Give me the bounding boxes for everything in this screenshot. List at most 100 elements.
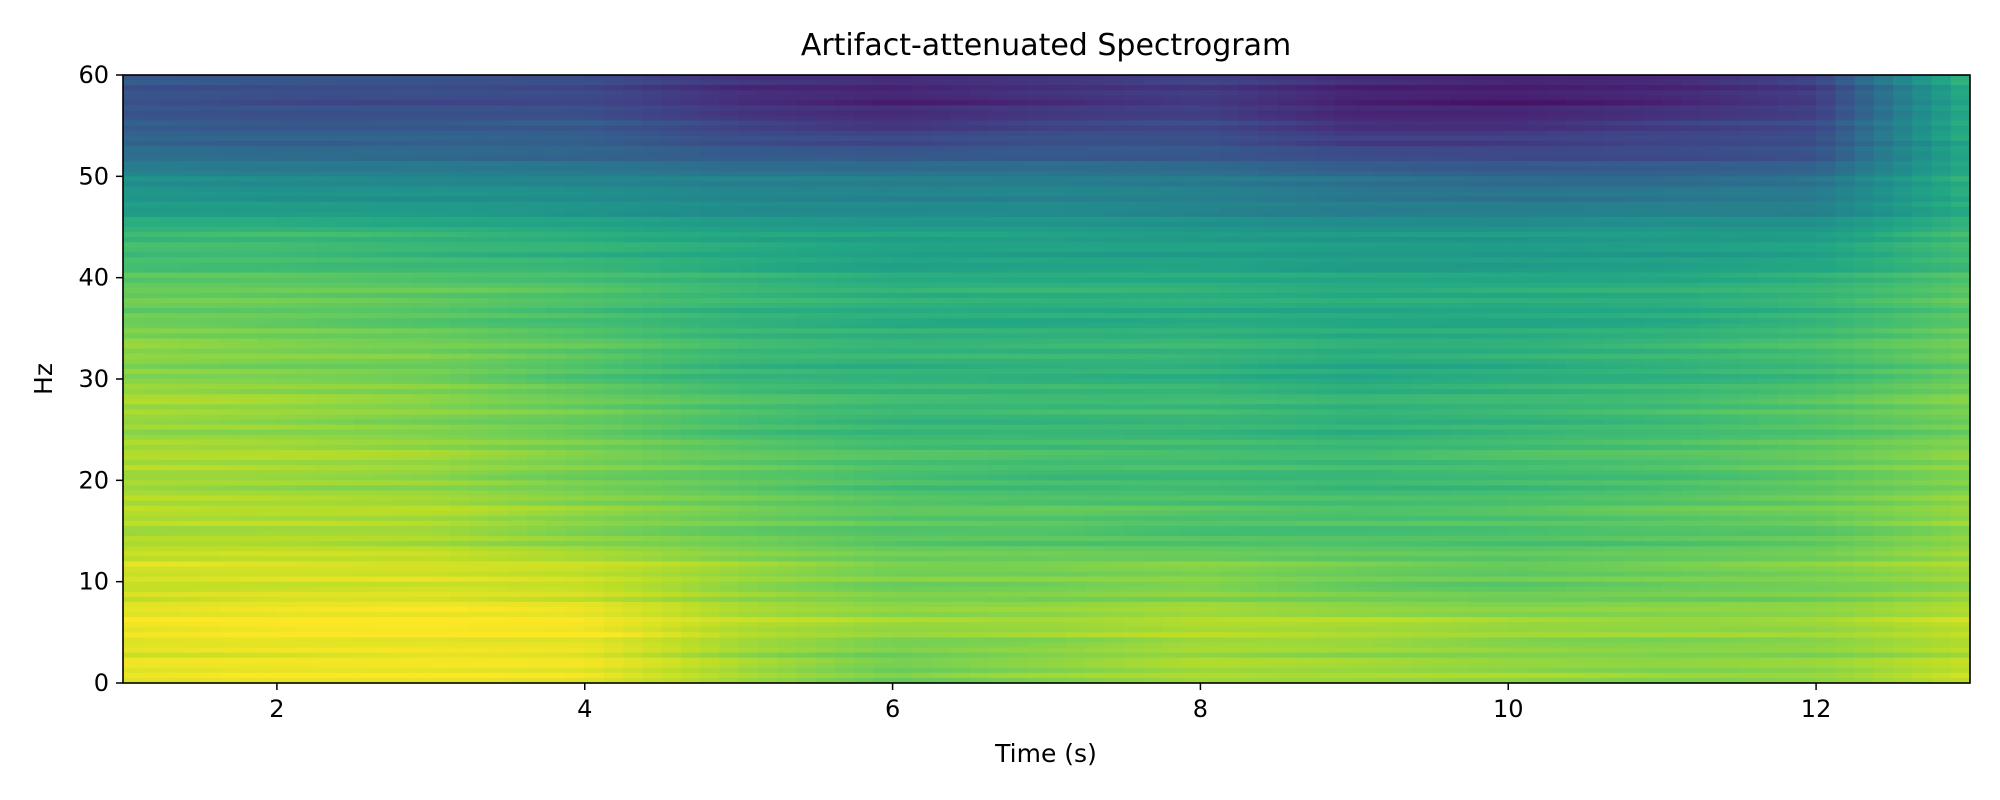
heatmap-cell bbox=[1951, 227, 1971, 233]
heatmap-cell bbox=[1027, 176, 1047, 182]
heatmap-cell bbox=[1181, 161, 1201, 167]
heatmap-cell bbox=[1085, 85, 1105, 91]
heatmap-cell bbox=[950, 121, 970, 127]
heatmap-cell bbox=[238, 328, 258, 334]
heatmap-cell bbox=[142, 323, 162, 329]
heatmap-cell bbox=[1835, 298, 1855, 304]
heatmap-cell bbox=[739, 313, 759, 319]
heatmap-cell bbox=[1951, 186, 1971, 192]
heatmap-cell bbox=[1239, 273, 1259, 279]
heatmap-cell bbox=[816, 126, 836, 132]
heatmap-cell bbox=[1816, 333, 1836, 339]
heatmap-cell bbox=[1912, 126, 1932, 132]
heatmap-cell bbox=[123, 100, 143, 106]
heatmap-cell bbox=[1258, 237, 1278, 243]
heatmap-cell bbox=[873, 273, 893, 279]
heatmap-cell bbox=[1855, 85, 1875, 91]
heatmap-cell bbox=[296, 293, 316, 299]
heatmap-cell bbox=[1008, 207, 1028, 213]
heatmap-cell bbox=[1066, 105, 1086, 111]
heatmap-cell bbox=[1643, 186, 1663, 192]
heatmap-cell bbox=[1816, 197, 1836, 203]
heatmap-cell bbox=[1277, 283, 1297, 289]
heatmap-cell bbox=[1066, 156, 1086, 162]
heatmap-cell bbox=[1104, 217, 1124, 223]
heatmap-cell bbox=[1758, 328, 1778, 334]
heatmap-cell bbox=[662, 95, 682, 101]
heatmap-cell bbox=[1797, 197, 1817, 203]
heatmap-cell bbox=[739, 192, 759, 198]
heatmap-cell bbox=[181, 323, 201, 329]
heatmap-cell bbox=[604, 207, 624, 213]
heatmap-cell bbox=[604, 95, 624, 101]
heatmap-cell bbox=[873, 278, 893, 284]
heatmap-cell bbox=[1893, 105, 1913, 111]
heatmap-cell bbox=[1643, 237, 1663, 243]
heatmap-cell bbox=[1508, 186, 1528, 192]
heatmap-cell bbox=[1085, 318, 1105, 324]
heatmap-cell bbox=[1778, 100, 1798, 106]
heatmap-cell bbox=[1085, 176, 1105, 182]
heatmap-cell bbox=[1104, 313, 1124, 319]
heatmap-cell bbox=[1585, 278, 1605, 284]
heatmap-cell bbox=[200, 313, 220, 319]
heatmap-cell bbox=[1316, 217, 1336, 223]
heatmap-cell bbox=[1912, 333, 1932, 339]
heatmap-cell bbox=[181, 212, 201, 218]
heatmap-cell bbox=[508, 207, 528, 213]
heatmap-cell bbox=[604, 202, 624, 208]
heatmap-cell bbox=[161, 323, 181, 329]
heatmap-cell bbox=[931, 75, 951, 81]
heatmap-cell bbox=[873, 181, 893, 187]
heatmap-cell bbox=[1258, 105, 1278, 111]
heatmap-cell bbox=[950, 323, 970, 329]
heatmap-cell bbox=[1816, 328, 1836, 334]
heatmap-cell bbox=[258, 207, 278, 213]
heatmap-cell bbox=[1585, 105, 1605, 111]
heatmap-cell bbox=[1893, 166, 1913, 172]
heatmap-cell bbox=[1277, 151, 1297, 157]
heatmap-cell bbox=[1123, 105, 1143, 111]
heatmap-cell bbox=[1181, 323, 1201, 329]
heatmap-cell bbox=[315, 323, 335, 329]
heatmap-cell bbox=[392, 146, 412, 152]
heatmap-cell bbox=[1720, 323, 1740, 329]
heatmap-cell bbox=[623, 202, 643, 208]
heatmap-cell bbox=[1720, 328, 1740, 334]
heatmap-cell bbox=[392, 328, 412, 334]
heatmap-cell bbox=[1604, 212, 1624, 218]
heatmap-cell bbox=[469, 298, 489, 304]
heatmap-cell bbox=[219, 328, 239, 334]
heatmap-cell bbox=[181, 278, 201, 284]
heatmap-cell bbox=[1220, 308, 1240, 314]
heatmap-cell bbox=[854, 217, 874, 223]
heatmap-cell bbox=[623, 278, 643, 284]
heatmap-cell bbox=[642, 323, 662, 329]
heatmap-cell bbox=[489, 252, 509, 258]
heatmap-cell bbox=[566, 110, 586, 116]
heatmap-cell bbox=[912, 212, 932, 218]
heatmap-cell bbox=[508, 298, 528, 304]
heatmap-cell bbox=[431, 247, 451, 253]
heatmap-cell bbox=[1008, 333, 1028, 339]
heatmap-cell bbox=[604, 308, 624, 314]
heatmap-cell bbox=[989, 186, 1009, 192]
heatmap-cell bbox=[700, 186, 720, 192]
heatmap-cell bbox=[1258, 141, 1278, 147]
heatmap-cell bbox=[1604, 227, 1624, 233]
heatmap-cell bbox=[1604, 156, 1624, 162]
heatmap-cell bbox=[1489, 202, 1509, 208]
heatmap-cell bbox=[546, 262, 566, 268]
heatmap-cell bbox=[816, 283, 836, 289]
heatmap-cell bbox=[1893, 232, 1913, 238]
heatmap-cell bbox=[508, 308, 528, 314]
heatmap-cell bbox=[1335, 146, 1355, 152]
heatmap-cell bbox=[1951, 222, 1971, 228]
heatmap-cell bbox=[392, 116, 412, 122]
heatmap-cell bbox=[758, 90, 778, 96]
heatmap-cell bbox=[161, 318, 181, 324]
heatmap-cell bbox=[1489, 136, 1509, 142]
heatmap-cell bbox=[1220, 227, 1240, 233]
heatmap-cell bbox=[1451, 126, 1471, 132]
heatmap-cell bbox=[1412, 151, 1432, 157]
